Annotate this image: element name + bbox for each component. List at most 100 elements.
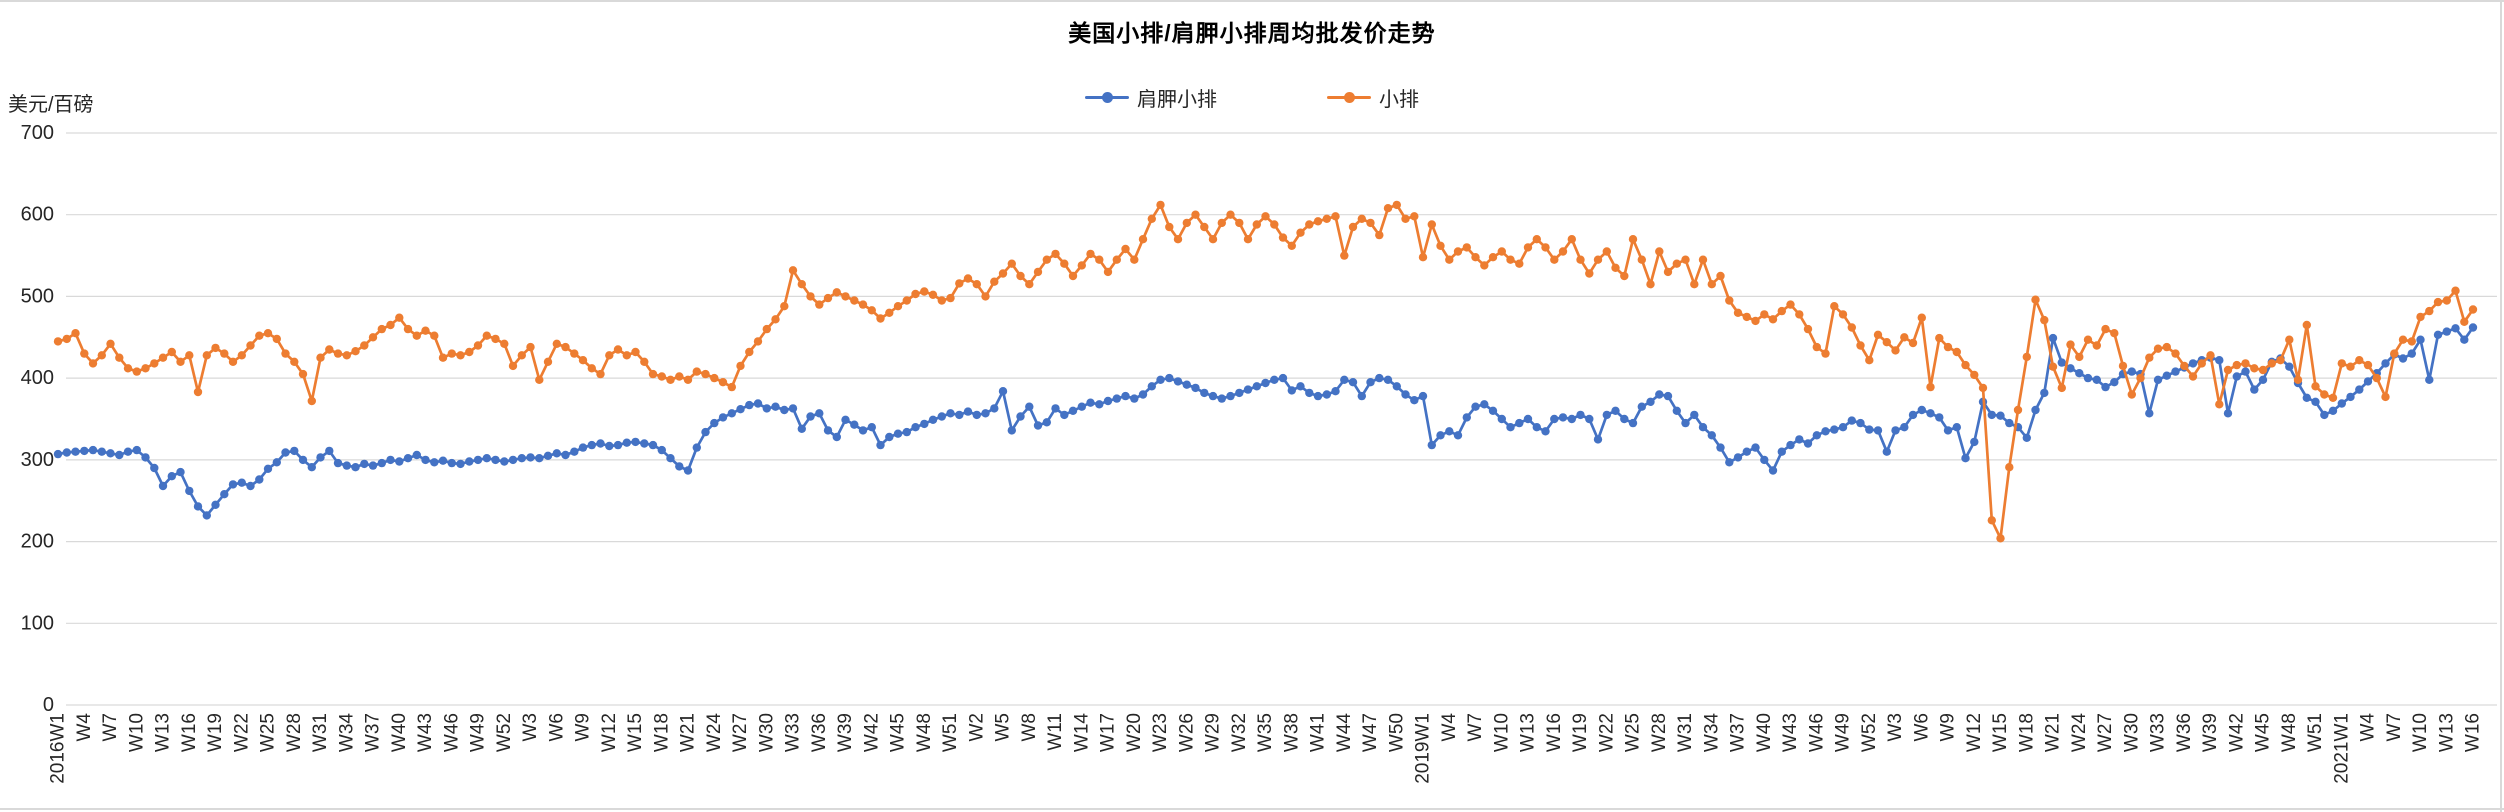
- x-axis-tick-label: W37: [1728, 713, 1749, 752]
- x-axis-tick-label: W50: [1386, 713, 1407, 752]
- x-axis-tick-label: W34: [336, 713, 357, 753]
- y-axis-tick-label: 600: [21, 204, 54, 226]
- x-axis-tick-label: W36: [2174, 713, 2195, 752]
- y-axis-tick-label: 200: [21, 531, 54, 553]
- x-axis-tick-label: W22: [1596, 713, 1617, 752]
- x-axis-tick-label: W48: [914, 713, 935, 752]
- x-axis-tick-label: 2021W1: [2331, 713, 2352, 784]
- x-axis-tick-label: W20: [1124, 713, 1145, 752]
- y-axis-unit-label: 美元/百磅: [8, 94, 94, 116]
- series-line-0: [57, 326, 2475, 517]
- series-markers-0: [53, 323, 2478, 520]
- x-axis-tick-label: W33: [2148, 713, 2169, 752]
- x-axis-tick-label: W40: [1754, 713, 1775, 752]
- legend-item-0: 肩胛小排: [1085, 83, 1217, 112]
- x-axis-tick-label: W4: [1439, 713, 1460, 742]
- x-axis-tick-label: W39: [835, 713, 856, 752]
- x-axis-tick-label: W15: [625, 713, 646, 752]
- x-axis-tick-label: W51: [2305, 713, 2326, 752]
- x-axis-tick-label: W10: [126, 713, 147, 752]
- x-axis-tick-label: W13: [2436, 713, 2457, 752]
- x-axis-tick-label: W51: [940, 713, 961, 752]
- x-axis-tick-label: W16: [179, 713, 200, 752]
- x-axis-tick-label: W27: [2095, 713, 2116, 752]
- x-axis-tick-label: W30: [756, 713, 777, 752]
- x-axis-tick-label: W3: [520, 713, 541, 742]
- x-axis-tick-label: W31: [310, 713, 331, 752]
- window-top-border: [0, 0, 2504, 2]
- x-axis-tick-label: W8: [1019, 713, 1040, 742]
- x-axis-tick-label: W32: [1229, 713, 1250, 752]
- legend-item-1: 小排: [1327, 83, 1419, 112]
- window-right-border: [2500, 0, 2502, 812]
- x-axis-tick-label: W49: [468, 713, 489, 752]
- x-axis-tick-label: W15: [1990, 713, 2011, 752]
- x-axis-tick-label: W26: [1176, 713, 1197, 752]
- x-axis-tick-label: W13: [153, 713, 174, 752]
- x-axis-tick-label: W22: [231, 713, 252, 752]
- x-axis-tick-label: W13: [1518, 713, 1539, 752]
- x-axis-tick-label: W37: [363, 713, 384, 752]
- y-axis-tick-label: 500: [21, 285, 54, 307]
- x-axis-tick-label: W7: [2384, 713, 2405, 742]
- x-axis-tick-label: W42: [2226, 713, 2247, 752]
- x-axis-tick-label: W9: [1938, 713, 1959, 742]
- x-axis-tick-label: W9: [573, 713, 594, 742]
- x-axis-tick-label: W43: [415, 713, 436, 752]
- x-axis-tick-label: W27: [730, 713, 751, 752]
- x-axis-tick-label: W28: [284, 713, 305, 752]
- legend-line-marker-icon: [1085, 91, 1129, 103]
- x-axis-tick-label: W25: [1623, 713, 1644, 752]
- x-axis-tick-label: W12: [599, 713, 620, 752]
- x-axis-tick-label: W45: [888, 713, 909, 752]
- x-axis-tick-label: W5: [993, 713, 1014, 742]
- x-axis-tick-label: W19: [1570, 713, 1591, 752]
- x-axis-tick-label: W21: [2043, 713, 2064, 752]
- y-axis-tick-label: 700: [21, 122, 54, 144]
- x-axis-tick-label: W6: [546, 713, 567, 742]
- x-axis-tick-label: W23: [1150, 713, 1171, 752]
- x-axis-tick-label: W41: [1308, 713, 1329, 752]
- x-axis-tick-label: W47: [1360, 713, 1381, 752]
- x-axis-tick-label: W7: [1465, 713, 1486, 742]
- x-axis-tick-label: W11: [1045, 713, 1066, 751]
- x-axis-tick-label: W10: [1491, 713, 1512, 752]
- x-axis-tick-label: W21: [678, 713, 699, 752]
- x-axis-tick-label: 2016W1: [48, 713, 69, 784]
- x-axis-tick-label: W16: [2463, 713, 2484, 752]
- x-axis-tick-label: W43: [1780, 713, 1801, 752]
- window-bottom-border: [0, 808, 2504, 810]
- x-axis-tick-label: W40: [389, 713, 410, 752]
- x-axis-tick-label: W12: [1964, 713, 1985, 752]
- x-axis-tick-label: W39: [2200, 713, 2221, 752]
- x-axis-tick-label: W10: [2410, 713, 2431, 752]
- x-axis-tick-label: W52: [1859, 713, 1880, 752]
- x-axis-tick-label: 2019W1: [1413, 713, 1434, 784]
- chart-title: 美国小排/肩胛小排周均批发价走势: [1068, 20, 1436, 46]
- legend-label: 小排: [1379, 88, 1419, 111]
- x-axis-tick-label: W33: [783, 713, 804, 752]
- x-axis-tick-label: W46: [441, 713, 462, 752]
- x-axis-tick-label: W16: [1544, 713, 1565, 752]
- x-axis-tick-label: W45: [2253, 713, 2274, 752]
- x-axis-tick-label: W52: [494, 713, 515, 752]
- y-axis-tick-label: 100: [21, 612, 54, 634]
- x-axis-tick-label: W17: [1098, 713, 1119, 752]
- x-axis-tick-label: W29: [1203, 713, 1224, 752]
- x-axis-tick-label: W48: [2279, 713, 2300, 752]
- x-axis-tick-label: W19: [205, 713, 226, 752]
- x-axis-tick-label: W7: [100, 713, 121, 742]
- x-axis-tick-label: W25: [258, 713, 279, 752]
- x-axis-tick-label: W35: [1255, 713, 1276, 752]
- x-axis-tick-label: W4: [2358, 713, 2379, 742]
- y-axis-tick-label: 0: [43, 694, 54, 716]
- series-markers-1: [53, 200, 2478, 543]
- y-axis-tick-label: 400: [21, 367, 54, 389]
- x-axis-tick-label: W6: [1911, 713, 1932, 742]
- x-axis-tick-label: W28: [1649, 713, 1670, 752]
- x-axis-tick-label: W42: [861, 713, 882, 752]
- x-axis-tick-label: W30: [2121, 713, 2142, 752]
- series-line-1: [57, 203, 2475, 540]
- x-axis-tick-label: W49: [1833, 713, 1854, 752]
- legend-label: 肩胛小排: [1137, 88, 1217, 111]
